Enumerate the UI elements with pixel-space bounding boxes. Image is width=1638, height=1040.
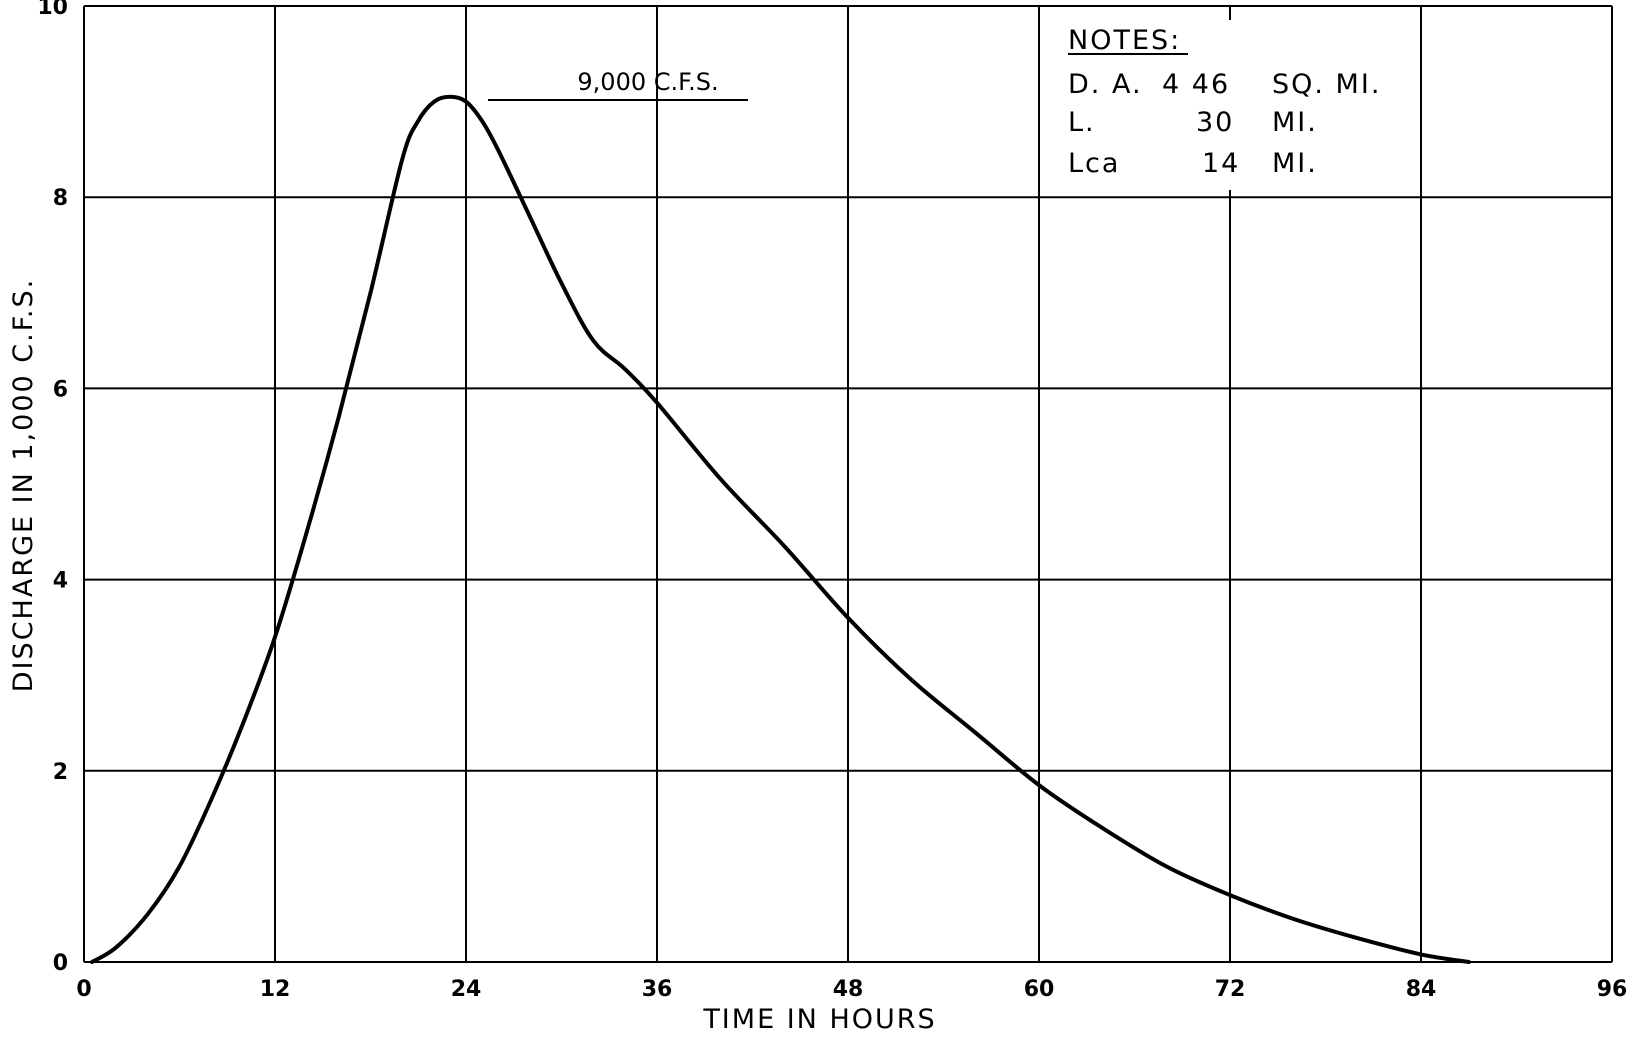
y-tick-label-6: 6 [53,377,68,402]
x-tick-label-96: 96 [1597,977,1628,1002]
note-label-drainage-area: D. A. [1068,69,1143,100]
x-tick-label-72: 72 [1215,977,1246,1002]
y-tick-label-0: 0 [53,951,68,976]
y-tick-label-10: 10 [37,0,68,20]
note-unit-length: MI. [1272,107,1318,138]
note-label-length: L. [1068,107,1096,138]
discharge-curve [90,94,1471,964]
y-tick-label-4: 4 [53,569,68,594]
y-tick-label-8: 8 [53,186,68,211]
note-label-lca: Lca [1068,148,1120,179]
note-value-length: 30 [1196,107,1234,138]
notes-box-bg [1040,20,1420,190]
note-value-lca: 14 [1202,148,1240,179]
note-unit-lca: MI. [1272,148,1318,179]
x-tick-label-48: 48 [833,977,864,1002]
x-tick-label-0: 0 [76,977,91,1002]
notes-title: NOTES: [1068,25,1181,56]
note-unit-drainage-area: SQ. MI. [1272,69,1381,100]
x-tick-label-84: 84 [1406,977,1437,1002]
y-axis-title: DISCHARGE IN 1,000 C.F.S. [8,278,39,692]
x-axis-title: TIME IN HOURS [702,1004,936,1035]
y-tick-label-2: 2 [53,760,68,785]
x-tick-label-24: 24 [451,977,482,1002]
note-value-drainage-area: 4 46 [1162,69,1230,100]
peak-label: 9,000 C.F.S. [577,68,718,96]
x-tick-label-36: 36 [642,977,673,1002]
x-tick-label-60: 60 [1024,977,1055,1002]
x-tick-label-12: 12 [260,977,291,1002]
